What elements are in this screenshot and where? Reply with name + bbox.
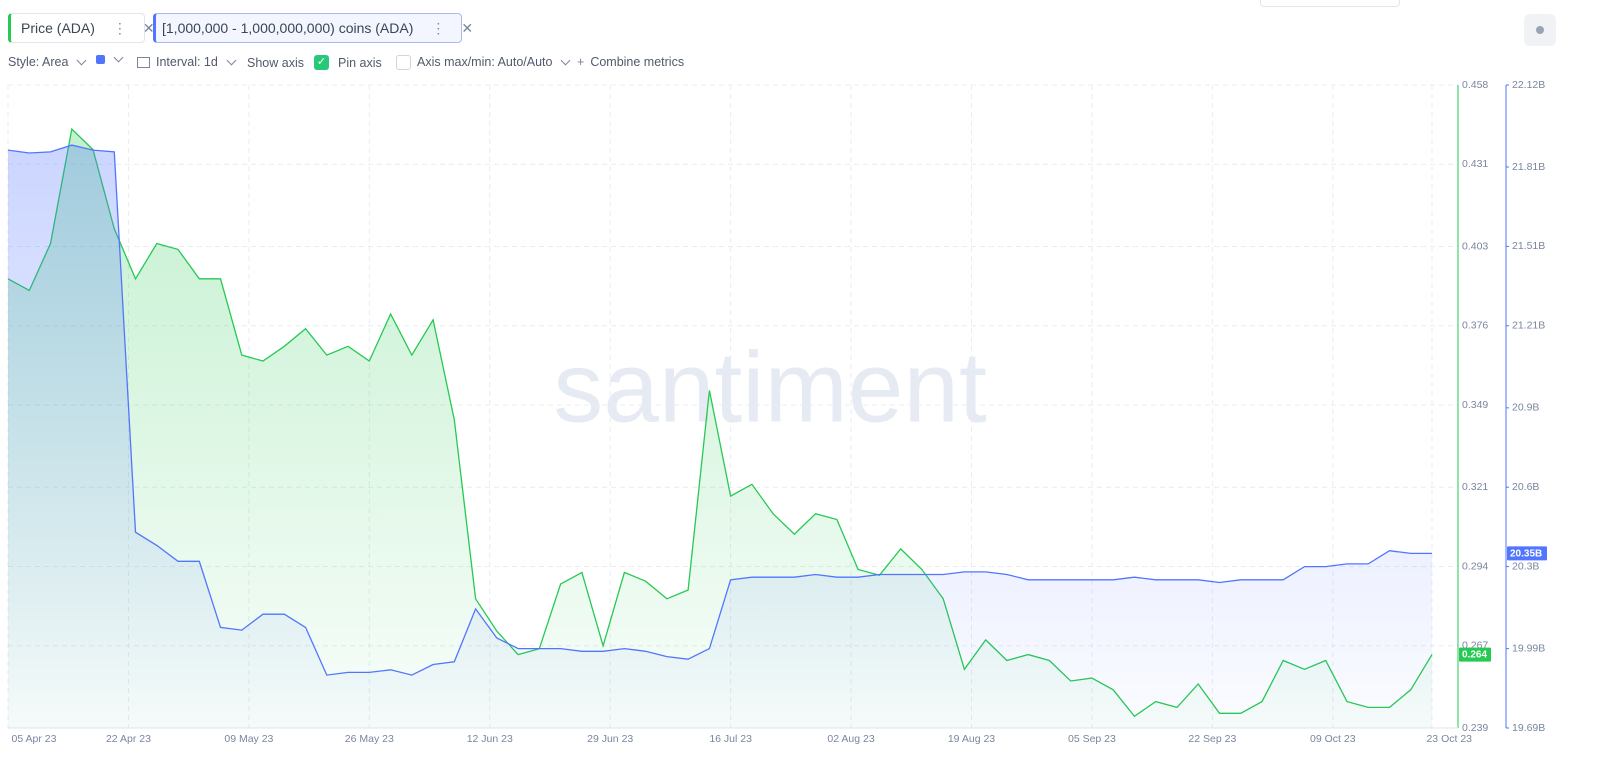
interval-select[interactable]: Interval: 1d — [137, 55, 239, 69]
metric-tab[interactable]: [1,000,000 - 1,000,000,000) coins (ADA) … — [153, 13, 473, 43]
y-tick-label: 0.376 — [1462, 320, 1488, 332]
x-tick-label: 22 Apr 23 — [106, 733, 151, 745]
tab-label: [1,000,000 - 1,000,000,000) coins (ADA) — [162, 20, 414, 36]
area-fill — [8, 145, 1432, 729]
last-value-badge — [1507, 546, 1547, 561]
label: Axis max/min: Auto/Auto — [417, 55, 553, 69]
y-tick-label: 0.294 — [1462, 560, 1488, 572]
last-value-badge — [1459, 647, 1491, 662]
y-tick-label: 0.349 — [1462, 399, 1488, 411]
last-value-label: 20.35B — [1510, 548, 1542, 559]
y2-tick-label: 21.81B — [1512, 161, 1545, 173]
tab-label: Price (ADA) — [21, 20, 95, 36]
dot — [1536, 26, 1544, 34]
x-tick-label: 02 Aug 23 — [827, 733, 874, 745]
y-tick-label: 0.431 — [1462, 158, 1488, 170]
y2-tick-label: 21.21B — [1512, 320, 1545, 332]
area-fill — [8, 129, 1432, 728]
y2-tick-label: 22.12B — [1512, 79, 1545, 91]
label: Interval: 1d — [156, 55, 218, 69]
x-tick-label: 22 Sep 23 — [1188, 733, 1236, 745]
show-axis-toggle[interactable]: Show axis ✓ — [247, 55, 329, 70]
menu-icon[interactable]: ⋮ — [431, 19, 446, 36]
x-tick-label: 16 Jul 23 — [709, 733, 752, 745]
x-tick-label: 19 Aug 23 — [948, 733, 995, 745]
y2-tick-label: 20.3B — [1512, 560, 1539, 572]
close-icon[interactable]: ✕ — [461, 19, 474, 36]
color-select[interactable] — [96, 52, 126, 64]
watermark: santiment — [553, 331, 987, 443]
y-tick-label: 0.321 — [1462, 481, 1488, 493]
label: Show axis — [247, 55, 304, 70]
x-tick-label: 09 May 23 — [224, 733, 273, 745]
y2-tick-label: 21.51B — [1512, 240, 1545, 252]
y-tick-label: 0.458 — [1462, 79, 1488, 91]
y2-tick-label: 19.99B — [1512, 642, 1545, 654]
settings-button[interactable] — [1524, 14, 1556, 46]
label: Combine metrics — [590, 55, 685, 69]
x-tick-label: 09 Oct 23 — [1310, 733, 1356, 745]
y2-tick-label: 20.9B — [1512, 402, 1539, 414]
x-tick-label: 12 Jun 23 — [467, 733, 513, 745]
dropdown[interactable] — [1260, 0, 1400, 7]
y2-tick-label: 19.69B — [1512, 722, 1545, 734]
axis-range-select[interactable]: Axis max/min: Auto/Auto — [417, 55, 573, 69]
y2-tick-label: 20.6B — [1512, 481, 1539, 493]
series-line — [7, 144, 1432, 676]
style-select[interactable]: Style: Area — [8, 55, 89, 69]
x-tick-label: 26 May 23 — [345, 733, 394, 745]
x-tick-label: 05 Sep 23 — [1068, 733, 1116, 745]
label: Pin axis — [338, 55, 382, 70]
label: Style: Area — [8, 55, 69, 69]
close-icon[interactable]: ✕ — [142, 19, 155, 36]
pin-axis-toggle[interactable]: Pin axis — [338, 55, 411, 70]
combine-button[interactable]: + Combine metrics — [577, 55, 685, 69]
last-value-label: 0.264 — [1462, 650, 1487, 661]
menu-icon[interactable]: ⋮ — [112, 19, 127, 36]
y-tick-label: 0.239 — [1462, 722, 1488, 734]
y-tick-label: 0.403 — [1462, 240, 1488, 252]
x-tick-label: 23 Oct 23 — [1426, 733, 1472, 745]
x-tick-label: 29 Jun 23 — [587, 733, 633, 745]
metric-tab[interactable]: Price (ADA) ⋮ ✕ — [8, 13, 155, 43]
x-tick-label: 05 Apr 23 — [12, 733, 57, 745]
